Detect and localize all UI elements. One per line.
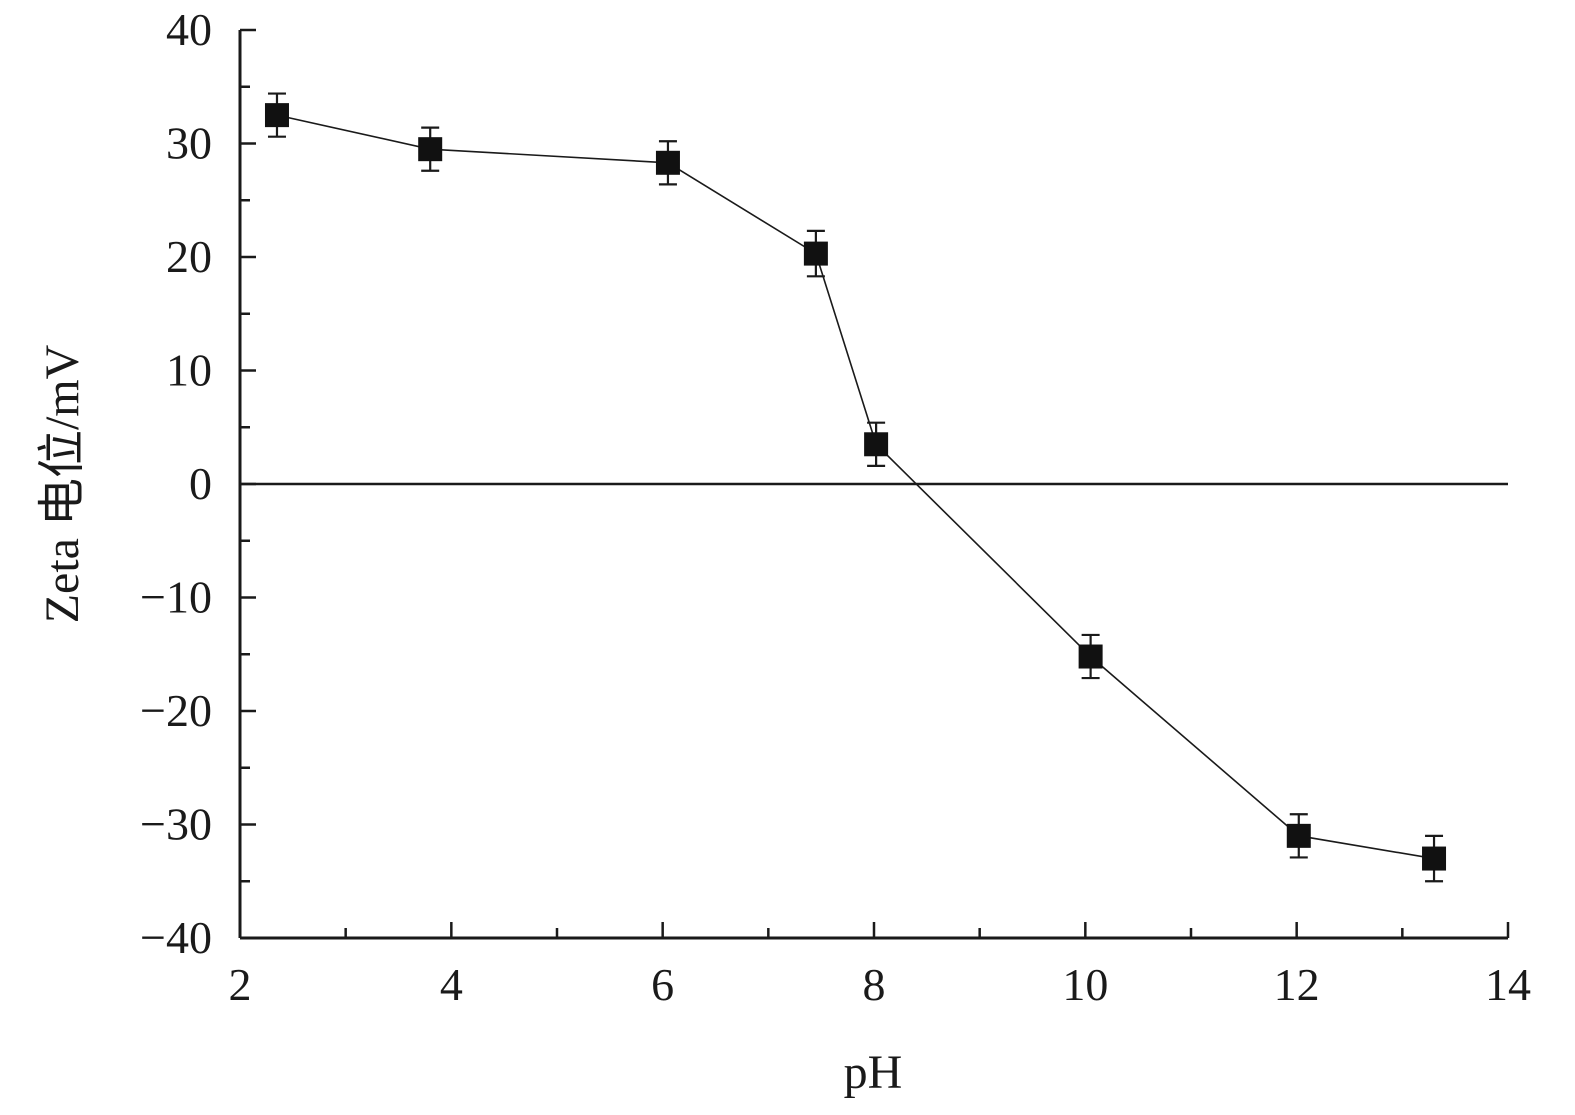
- y-tick-label: −20: [140, 685, 212, 736]
- square-marker: [418, 137, 443, 162]
- x-tick-label: 14: [1485, 959, 1531, 1010]
- data-point: [1422, 834, 1447, 883]
- axes: 40 30 20 10 0 −10 −20 −30 −40 2 4 6 8 10 12 14: [140, 4, 1531, 1010]
- x-tick-label: 6: [651, 959, 674, 1010]
- y-tick-label: −30: [140, 799, 212, 850]
- square-marker: [864, 432, 889, 457]
- x-axis-title: pH: [844, 1046, 903, 1099]
- x-tick-label: 10: [1062, 959, 1108, 1010]
- data-point: [418, 126, 443, 172]
- data-point: [264, 92, 289, 138]
- data-point: [864, 421, 889, 467]
- y-tick-label: −40: [140, 912, 212, 963]
- series-1: [264, 92, 1447, 883]
- square-marker: [1422, 846, 1447, 871]
- square-marker: [1078, 644, 1103, 669]
- x-tick-label: 4: [440, 959, 463, 1010]
- data-point: [1078, 633, 1103, 680]
- square-marker: [655, 150, 680, 175]
- x-tick-label: 12: [1274, 959, 1320, 1010]
- square-marker: [1286, 823, 1311, 848]
- data-point: [803, 229, 828, 278]
- series-line: [276, 114, 1435, 860]
- square-marker: [264, 103, 289, 128]
- y-tick-label: 10: [166, 345, 212, 396]
- data-point: [655, 140, 680, 186]
- y-tick-label: 20: [166, 231, 212, 282]
- y-tick-label: −10: [140, 572, 212, 623]
- x-tick-label: 8: [863, 959, 886, 1010]
- y-tick-label: 40: [166, 4, 212, 55]
- data-point: [1286, 813, 1311, 859]
- y-axis-title: Zeta 电位/mV: [36, 344, 89, 623]
- square-marker: [803, 241, 828, 266]
- y-tick-label: 0: [189, 458, 212, 509]
- y-tick-label: 30: [166, 118, 212, 169]
- x-tick-label: 2: [229, 959, 252, 1010]
